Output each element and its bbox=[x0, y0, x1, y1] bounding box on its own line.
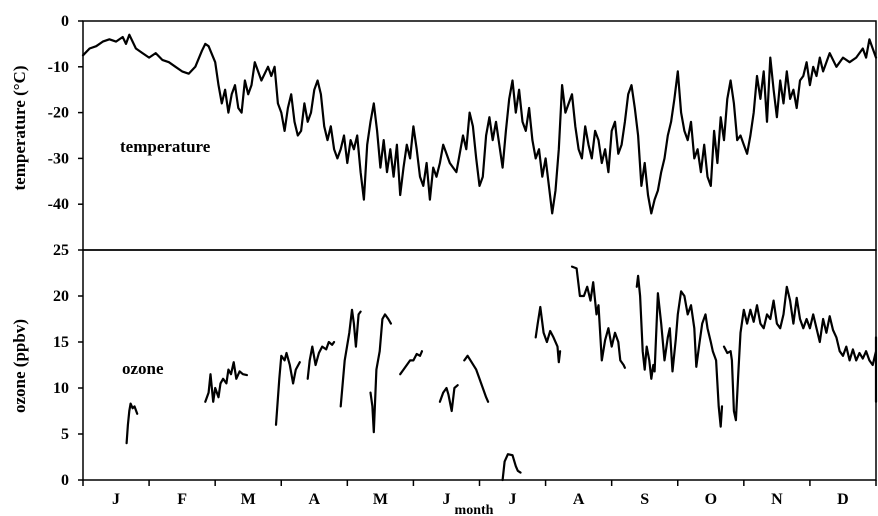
ozone-line-segment-6 bbox=[399, 350, 424, 376]
ozone-line-segment-13 bbox=[722, 285, 878, 422]
ozone-series bbox=[125, 265, 878, 482]
temperature-series-label: temperature bbox=[120, 137, 211, 156]
ozone-line-segment-2 bbox=[274, 351, 301, 426]
ozone-ytick-label: 25 bbox=[53, 242, 69, 259]
ozone-line-segment-5 bbox=[369, 313, 392, 434]
month-tick-label: A bbox=[309, 491, 321, 508]
temperature-y-axis-title: temperature (°C) bbox=[10, 66, 29, 191]
ozone-line-segment-12 bbox=[635, 274, 724, 428]
temperature-line-segment-0 bbox=[81, 33, 878, 215]
temperature-ytick-label: -40 bbox=[48, 196, 69, 213]
temperature-ytick-label: 0 bbox=[61, 13, 69, 30]
ozone-line-segment-3 bbox=[306, 340, 336, 380]
temperature-panel: temperature (°C) temperature 0 -10 -20 -30 -… bbox=[10, 13, 878, 251]
month-tick-label: A bbox=[573, 491, 585, 508]
ozone-ytick-label: 10 bbox=[53, 380, 69, 397]
temperature-y-ticks: 0 -10 -20 -30 -40 bbox=[48, 13, 83, 213]
ozone-y-axis-title: ozone (ppbv) bbox=[10, 319, 29, 413]
month-tick-label: N bbox=[771, 491, 783, 508]
ozone-ytick-label: 15 bbox=[53, 334, 69, 351]
ozone-line-segment-10 bbox=[534, 305, 562, 364]
ozone-line-segment-7 bbox=[438, 384, 459, 413]
month-tick-label: D bbox=[837, 491, 849, 508]
x-axis-title: month bbox=[455, 503, 494, 516]
month-tick-label: F bbox=[177, 491, 187, 508]
ozone-y-ticks: 25 20 15 10 5 0 bbox=[53, 242, 83, 489]
ozone-line-segment-8 bbox=[463, 354, 490, 403]
month-tick-label: M bbox=[373, 491, 388, 508]
temperature-series bbox=[81, 33, 878, 215]
ozone-ytick-label: 5 bbox=[61, 426, 69, 443]
temperature-plot-frame bbox=[82, 20, 877, 251]
ozone-series-label: ozone bbox=[122, 359, 164, 378]
month-tick-label: S bbox=[640, 491, 649, 508]
month-tick-label: J bbox=[112, 491, 120, 508]
temperature-ytick-label: -30 bbox=[48, 150, 69, 167]
ozone-line-segment-0 bbox=[125, 402, 139, 445]
ozone-panel: ozone (ppbv) ozone 25 20 15 10 5 0 bbox=[10, 242, 878, 489]
ozone-ytick-label: 20 bbox=[53, 288, 69, 305]
month-tick-label: O bbox=[705, 491, 717, 508]
ozone-ytick-label: 0 bbox=[61, 472, 69, 489]
month-tick-label: M bbox=[241, 491, 256, 508]
ozone-line-segment-1 bbox=[204, 361, 248, 403]
ozone-plot-frame bbox=[82, 249, 877, 481]
temperature-ytick-label: -10 bbox=[48, 59, 69, 76]
ozone-line-segment-11 bbox=[570, 265, 626, 369]
ozone-line-segment-4 bbox=[339, 308, 362, 408]
month-tick-label: J bbox=[442, 491, 450, 508]
ozone-line-segment-9 bbox=[501, 453, 522, 482]
month-tick-label: J bbox=[509, 491, 517, 508]
temperature-ytick-label: -20 bbox=[48, 105, 69, 122]
